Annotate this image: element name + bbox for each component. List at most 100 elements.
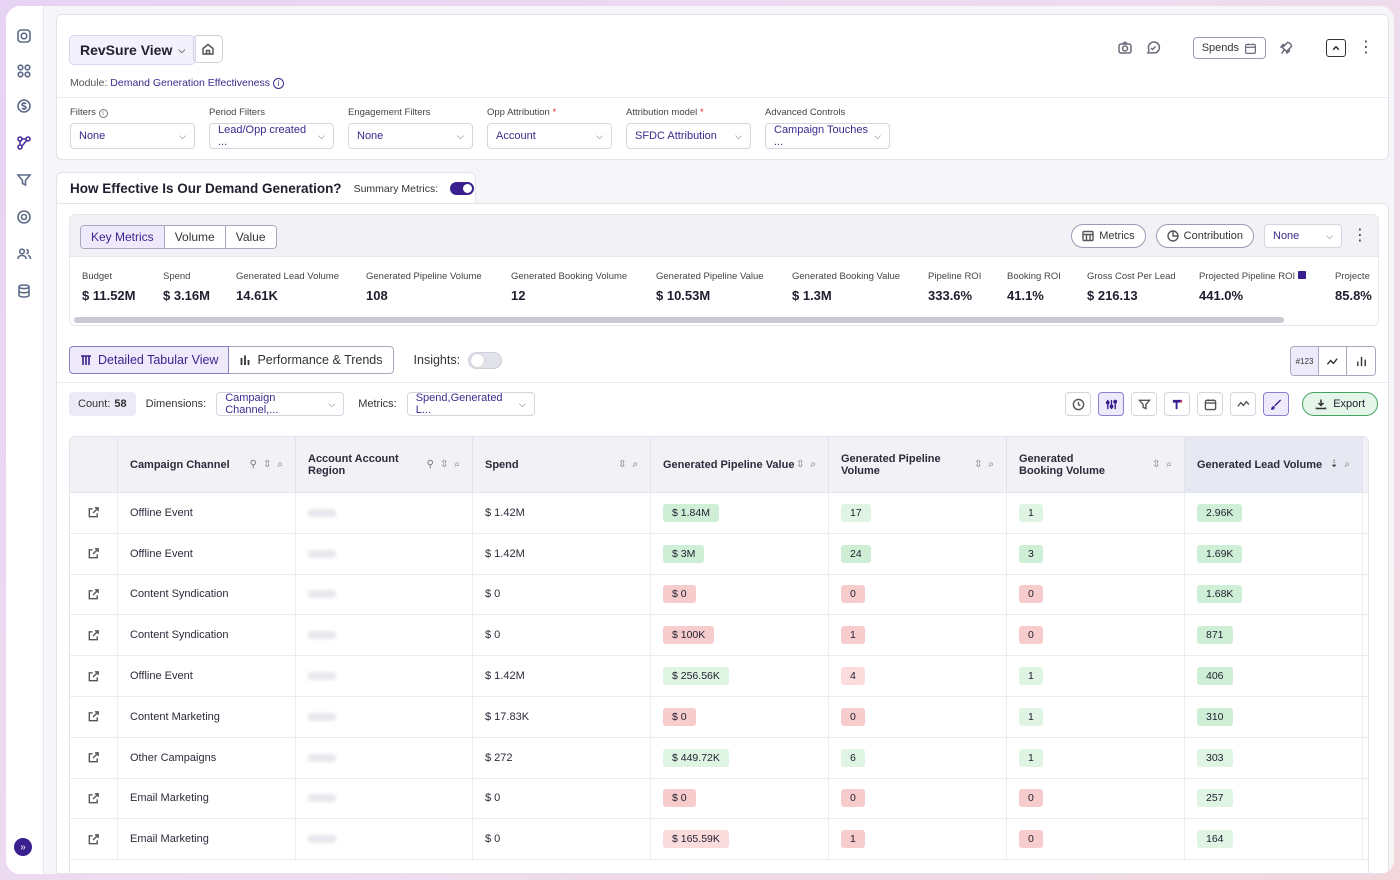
line-mode-button[interactable]: [1319, 347, 1347, 375]
dimensions-select[interactable]: Campaign Channel,... ⌵: [216, 392, 345, 416]
table-row[interactable]: Content Marketing $ 17.83K $ 0 0 1 310: [70, 696, 1368, 738]
tab-detailed-tabular-view[interactable]: Detailed Tabular View: [69, 346, 230, 374]
comment-check-icon[interactable]: [1145, 40, 1161, 56]
open-link-cell[interactable]: [70, 696, 118, 737]
period-filters-select[interactable]: Lead/Opp created ... ⌵: [209, 123, 334, 149]
info-icon[interactable]: i: [98, 109, 108, 118]
pin-icon: ⚲: [249, 459, 257, 470]
module-link[interactable]: Demand Generation Effectiveness: [110, 77, 271, 89]
more-options-icon[interactable]: ⋮: [1358, 39, 1374, 56]
cell-account-region: [296, 574, 473, 615]
search-icon: ⌕: [1344, 459, 1350, 470]
cell-campaign-channel: Offline Event: [118, 493, 296, 533]
grid-icon[interactable]: [16, 63, 32, 79]
brush-button[interactable]: [1263, 392, 1290, 416]
open-link-cell[interactable]: [70, 533, 118, 574]
more-options-icon[interactable]: ⋮: [1352, 227, 1368, 244]
home-button[interactable]: [193, 35, 223, 63]
open-link-cell[interactable]: [70, 615, 118, 656]
view-selector[interactable]: RevSure View ⌵: [69, 35, 197, 65]
table-row[interactable]: Content Syndication $ 0 $ 100K 1 0 871: [70, 615, 1368, 657]
contribution-button[interactable]: Contribution: [1155, 224, 1254, 248]
filter-button[interactable]: [1131, 392, 1158, 416]
external-link-icon: [88, 548, 99, 559]
table-row[interactable]: Offline Event $ 1.42M $ 3M 24 3 1.69K: [70, 533, 1368, 575]
expand-nav-icon[interactable]: »: [14, 838, 32, 856]
cell-lead-volume: 1.69K: [1185, 533, 1363, 574]
external-link-icon: [88, 752, 99, 763]
flow-icon[interactable]: [16, 135, 32, 151]
tab-volume[interactable]: Volume: [164, 226, 226, 248]
summary-metrics-toggle[interactable]: [450, 182, 475, 195]
opp-attribution-select[interactable]: Account ⌵: [487, 123, 612, 149]
table-row[interactable]: Email Marketing $ 0 $ 0 0 0 257: [70, 778, 1368, 820]
count-badge: Count: 58: [69, 392, 136, 416]
camera-app-icon[interactable]: [16, 28, 32, 44]
header-pipeline-value[interactable]: Generated Pipeline Value ⇳ ⌕: [651, 437, 829, 492]
filter-label: Attribution model: [626, 107, 698, 118]
tab-value[interactable]: Value: [225, 226, 276, 248]
attribution-model-select[interactable]: SFDC Attribution ⌵: [626, 123, 751, 149]
trend-button[interactable]: [1230, 392, 1257, 416]
database-icon[interactable]: [16, 283, 32, 299]
number-mode-button[interactable]: #123: [1291, 347, 1319, 375]
metrics-select[interactable]: Spend,Generated L... ⌵: [406, 392, 535, 416]
adjust-columns-button[interactable]: [1098, 392, 1125, 416]
table-row[interactable]: Offline Event $ 1.42M $ 256.56K 4 1 406: [70, 656, 1368, 697]
rocket-icon[interactable]: [1278, 40, 1294, 56]
header-booking-volume[interactable]: Generated Booking Volume ⇳ ⌕: [1007, 437, 1185, 492]
cell-campaign-channel: Content Syndication: [118, 574, 296, 615]
cell-pipeline-volume: 1: [829, 615, 1007, 656]
target-icon[interactable]: [16, 209, 32, 225]
open-link-cell[interactable]: [70, 737, 118, 778]
cell-pipeline-value: $ 0: [651, 778, 829, 819]
open-link-cell[interactable]: [70, 493, 118, 533]
insights-label: Insights:: [413, 353, 461, 367]
history-button[interactable]: [1065, 392, 1092, 416]
camera-icon[interactable]: [1117, 40, 1133, 56]
cell-lead-volume: 257: [1185, 778, 1363, 819]
view-name: RevSure View: [80, 42, 173, 58]
brand-filter-button[interactable]: [1164, 392, 1191, 416]
export-button[interactable]: Export: [1302, 392, 1378, 416]
cell-pipeline-volume: 17: [829, 493, 1007, 533]
calendar-button[interactable]: [1197, 392, 1224, 416]
info-badge-icon[interactable]: [1297, 271, 1306, 279]
data-table: Campaign Channel ⚲ ⇳ ⌕ Account Account Regi…: [69, 436, 1369, 874]
insights-toggle[interactable]: [468, 351, 503, 369]
funnel-icon: [1137, 399, 1151, 410]
table-row[interactable]: Other Campaigns $ 272 $ 449.72K 6 1 303: [70, 737, 1368, 779]
spends-button[interactable]: Spends: [1192, 37, 1266, 59]
redacted-value: [308, 549, 336, 558]
metric-pipeline-roi: Pipeline ROI 333.6%: [928, 271, 982, 303]
info-icon[interactable]: i: [272, 78, 284, 89]
filters-select[interactable]: None ⌵: [70, 123, 195, 149]
open-link-cell[interactable]: [70, 656, 118, 696]
cell-booking-volume: 1: [1007, 493, 1185, 533]
metrics-button[interactable]: Metrics: [1071, 224, 1146, 248]
open-link-cell[interactable]: [70, 778, 118, 819]
advanced-controls-select[interactable]: Campaign Touches ... ⌵: [765, 123, 890, 149]
open-link-cell[interactable]: [70, 574, 118, 615]
contribution-select[interactable]: None ⌵: [1264, 224, 1342, 248]
collapse-button[interactable]: [1326, 39, 1346, 57]
dollar-icon[interactable]: [16, 98, 32, 114]
tab-key-metrics[interactable]: Key Metrics: [81, 226, 165, 248]
funnel-icon[interactable]: [16, 172, 32, 188]
header-lead-volume[interactable]: Generated Lead Volume ⇣ ⌕: [1185, 437, 1363, 492]
engagement-filters-select[interactable]: None ⌵: [348, 123, 473, 149]
view-switcher: Detailed Tabular View Performance & Tren…: [69, 346, 503, 374]
bar-mode-button[interactable]: [1347, 347, 1375, 375]
header-pipeline-volume[interactable]: Generated Pipeline Volume ⇳ ⌕: [829, 437, 1007, 492]
header-campaign-channel[interactable]: Campaign Channel ⚲ ⇳ ⌕: [118, 437, 296, 492]
search-icon: ⌕: [988, 459, 994, 470]
table-row[interactable]: Email Marketing $ 0 $ 165.59K 1 0 164: [70, 819, 1368, 861]
table-row[interactable]: Offline Event $ 1.42M $ 1.84M 17 1 2.96K: [70, 493, 1368, 534]
tab-performance-trends[interactable]: Performance & Trends: [229, 346, 394, 374]
users-icon[interactable]: [16, 246, 32, 262]
open-link-cell[interactable]: [70, 819, 118, 860]
table-row[interactable]: Content Syndication $ 0 $ 0 0 0 1.68K: [70, 574, 1368, 616]
header-spend[interactable]: Spend ⇳ ⌕: [473, 437, 651, 492]
metrics-scrollbar[interactable]: [74, 317, 1284, 323]
header-account-region[interactable]: Account Account Region ⚲ ⇳ ⌕: [296, 437, 473, 492]
